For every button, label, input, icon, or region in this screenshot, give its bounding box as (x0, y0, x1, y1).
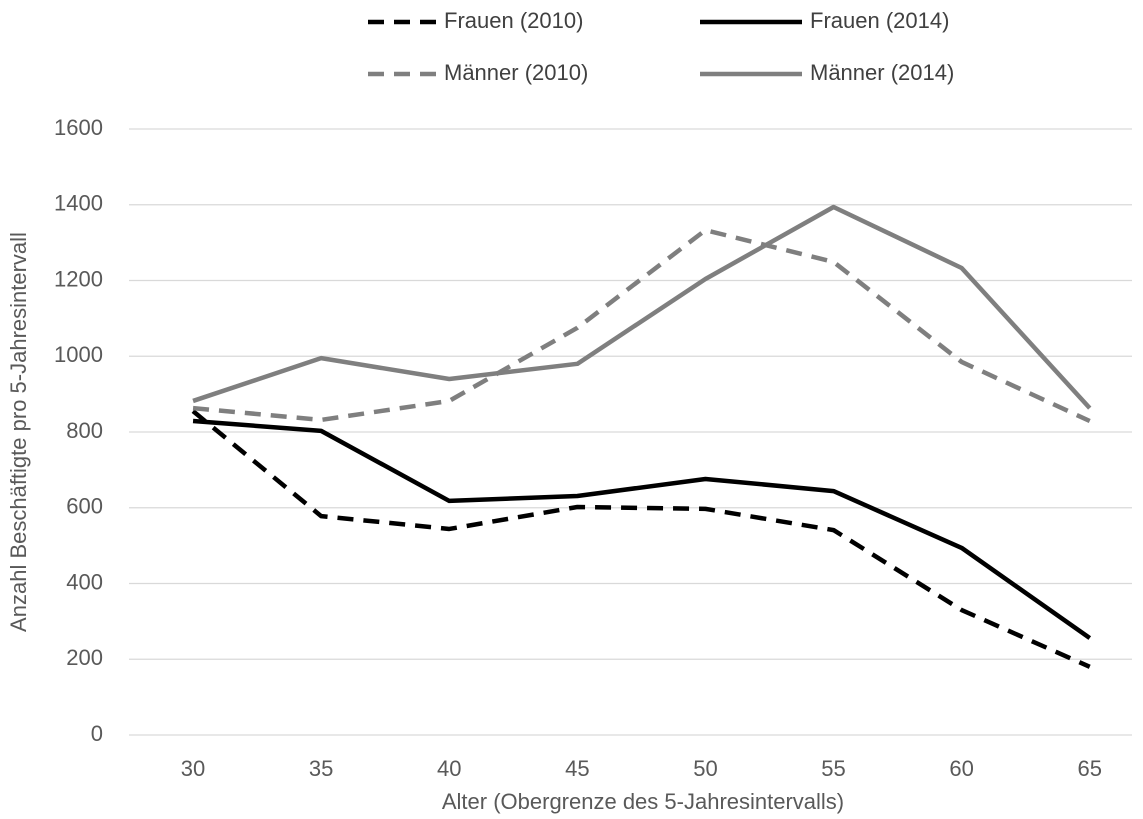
y-tick-label: 1600 (54, 115, 103, 140)
series-line (192, 418, 1092, 640)
legend-label: Frauen (2010) (444, 8, 583, 33)
y-tick-label: 200 (66, 645, 103, 670)
series-line (191, 409, 1091, 669)
x-tick-label: 40 (437, 756, 461, 781)
x-tick-label: 45 (565, 756, 589, 781)
x-tick-label: 30 (181, 756, 205, 781)
x-tick-label: 35 (309, 756, 333, 781)
y-tick-label: 0 (91, 721, 103, 746)
y-tick-label: 400 (66, 569, 103, 594)
x-tick-label: 60 (949, 756, 973, 781)
legend-label: Frauen (2014) (810, 8, 949, 33)
x-tick-label: 55 (821, 756, 845, 781)
y-tick-label: 1000 (54, 342, 103, 367)
series-line (192, 227, 1091, 424)
x-tick-label: 65 (1078, 756, 1102, 781)
y-tick-label: 600 (66, 494, 103, 519)
y-tick-label: 1200 (54, 266, 103, 291)
legend-label: Männer (2010) (444, 60, 588, 85)
x-axis-label: Alter (Obergrenze des 5-Jahresintervalls… (442, 789, 844, 814)
y-axis-label: Anzahl Beschäftigte pro 5-Jahresinterval… (6, 232, 31, 632)
y-tick-label: 1400 (54, 191, 103, 216)
legend-label: Männer (2014) (810, 60, 954, 85)
series-line (192, 204, 1092, 410)
x-tick-label: 50 (693, 756, 717, 781)
y-tick-label: 800 (66, 418, 103, 443)
